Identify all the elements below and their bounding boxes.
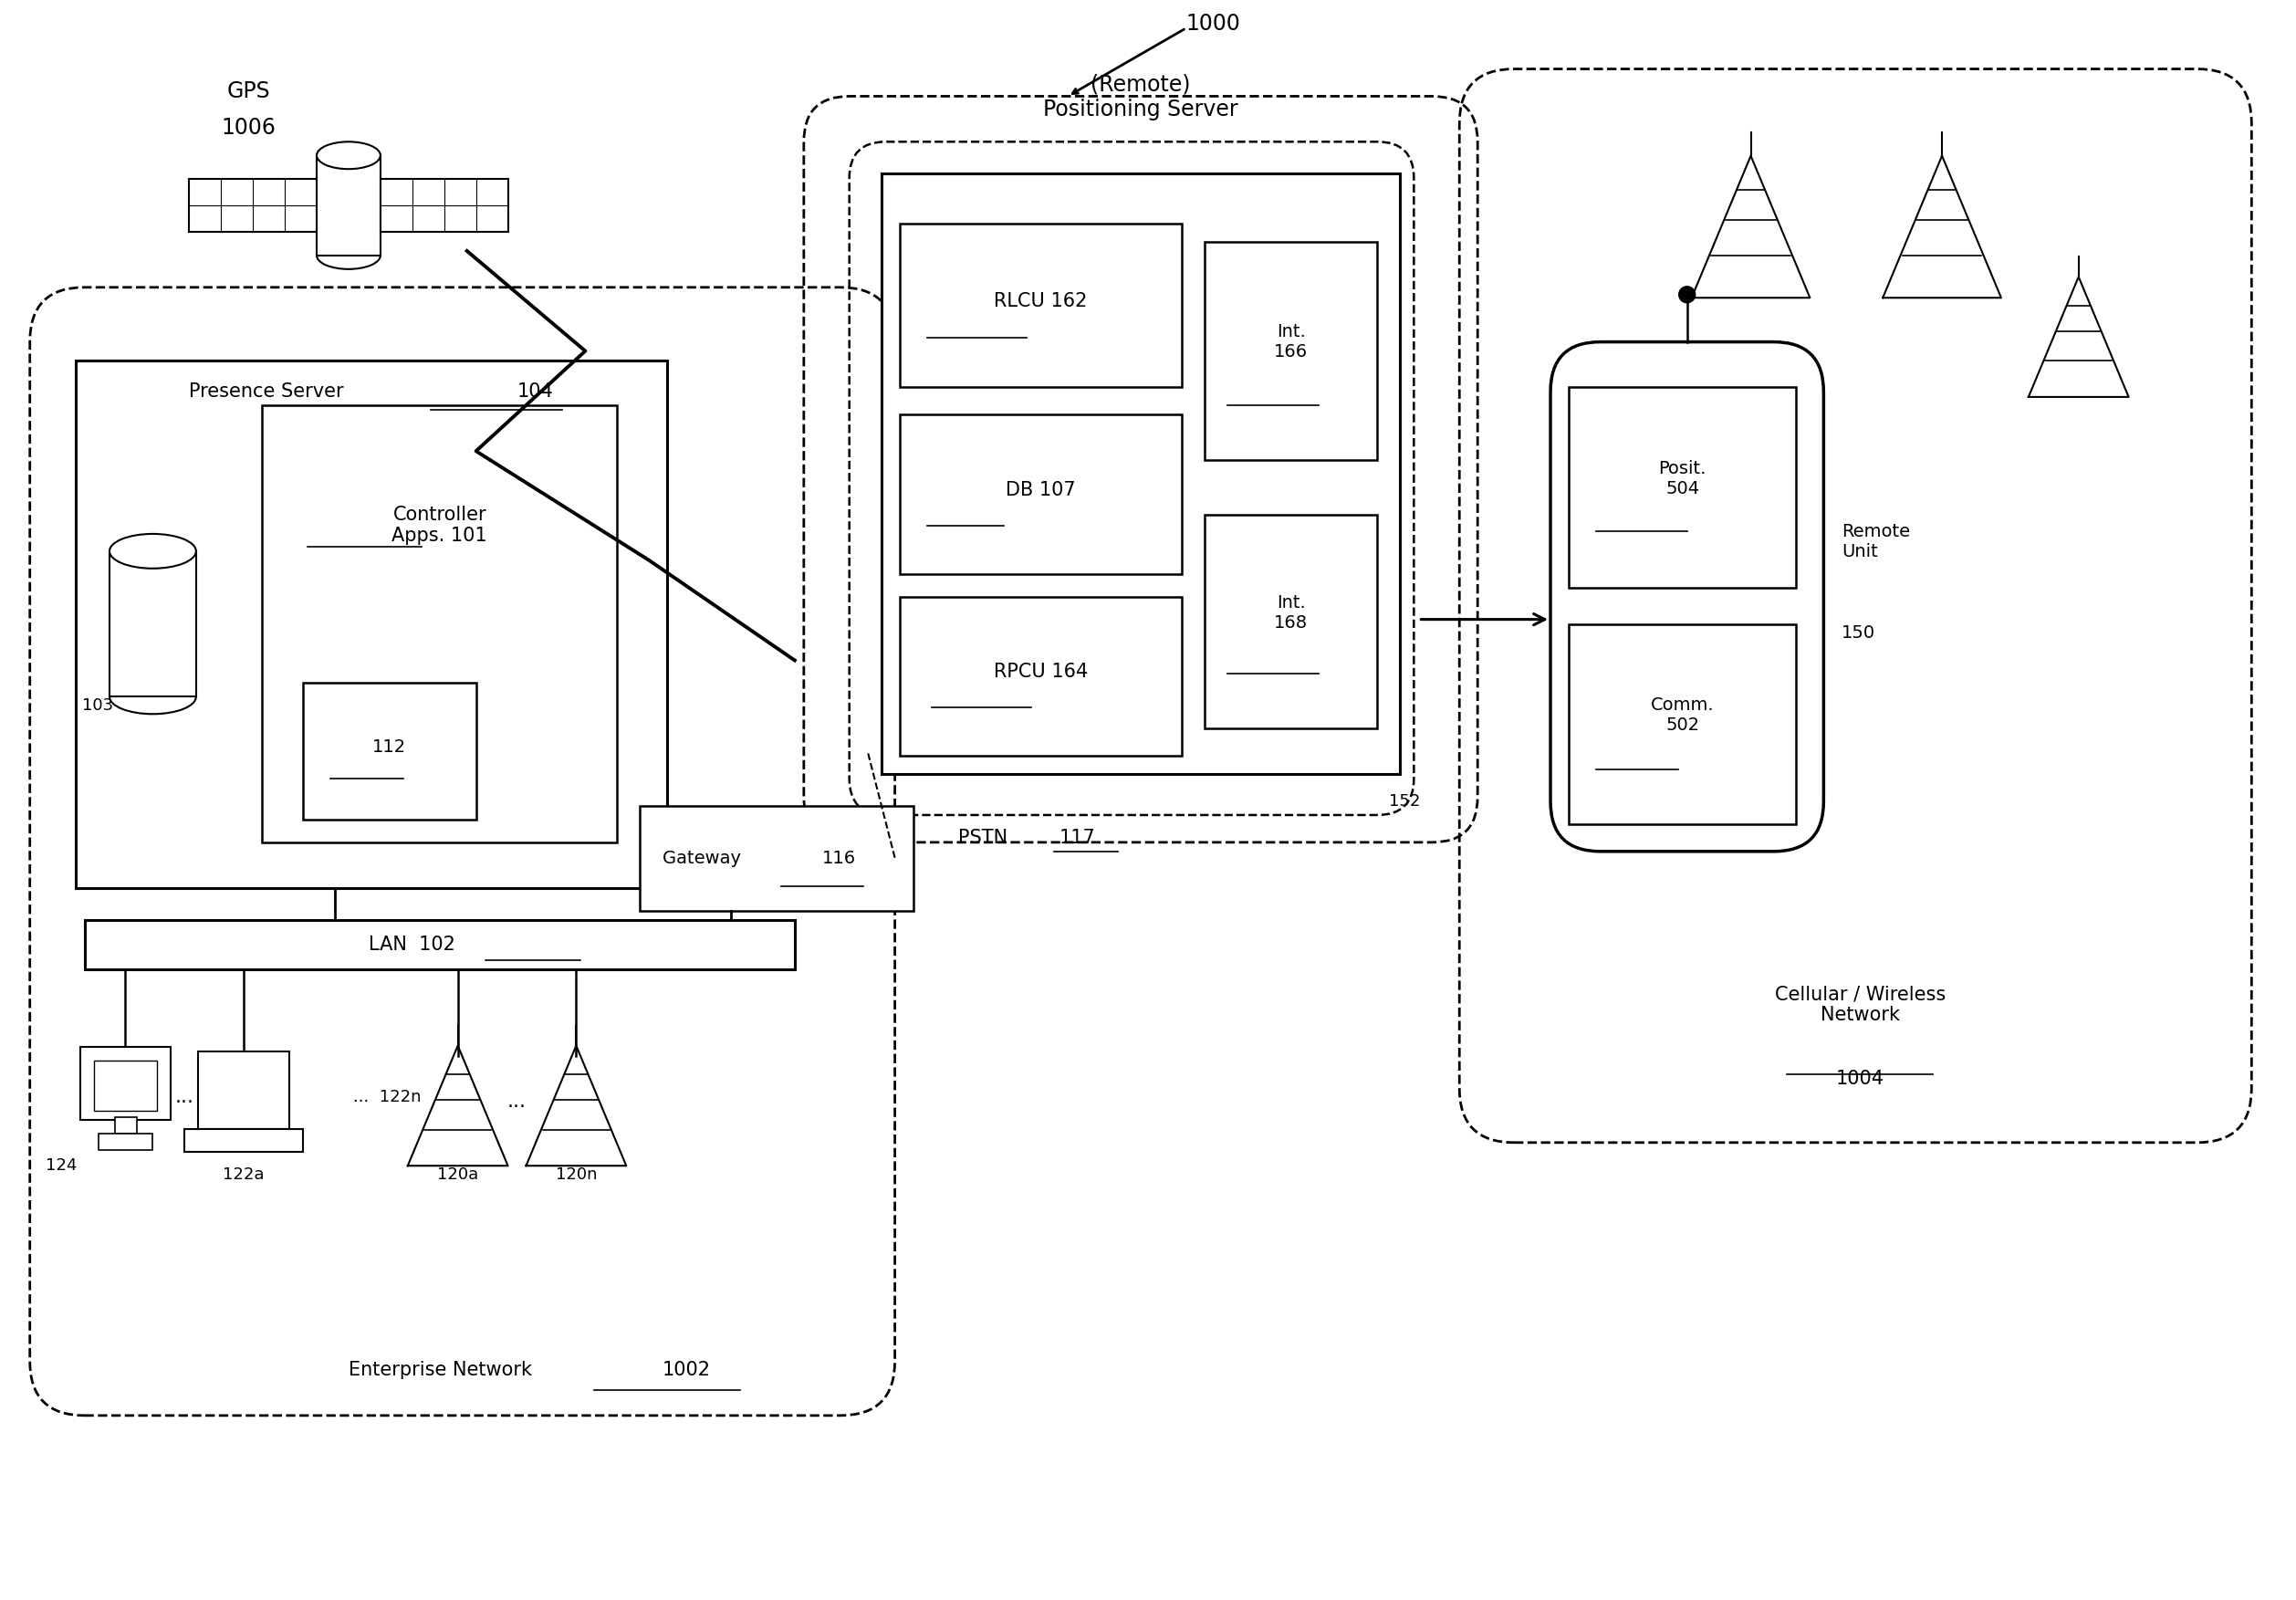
Text: Controller
Apps. 101: Controller Apps. 101 xyxy=(393,506,487,546)
Text: Comm.
502: Comm. 502 xyxy=(1651,696,1715,734)
Bar xyxy=(99,1133,154,1150)
Text: 120a: 120a xyxy=(436,1166,478,1182)
Text: 124: 124 xyxy=(46,1157,78,1173)
Text: 152: 152 xyxy=(1389,794,1421,810)
Text: Posit.
504: Posit. 504 xyxy=(1658,459,1706,498)
Bar xyxy=(110,550,195,696)
Bar xyxy=(641,806,914,910)
Text: 1002: 1002 xyxy=(664,1362,712,1379)
Text: 103: 103 xyxy=(83,698,115,714)
Text: PSTN: PSTN xyxy=(960,829,1015,846)
Bar xyxy=(94,1061,158,1110)
Bar xyxy=(882,173,1401,774)
Bar xyxy=(262,405,618,842)
Ellipse shape xyxy=(317,142,381,170)
Bar xyxy=(900,224,1182,387)
Text: LAN  102: LAN 102 xyxy=(370,936,455,954)
Bar xyxy=(1205,242,1378,461)
Bar xyxy=(1568,387,1795,587)
Text: ...: ... xyxy=(174,1088,195,1106)
Text: Int.
166: Int. 166 xyxy=(1274,323,1309,360)
Text: Remote
Unit: Remote Unit xyxy=(1841,523,1910,560)
Bar xyxy=(76,360,668,888)
Text: Cellular / Wireless
Network: Cellular / Wireless Network xyxy=(1775,986,1945,1024)
Bar xyxy=(900,414,1182,574)
FancyBboxPatch shape xyxy=(1550,342,1823,851)
Bar xyxy=(188,179,317,232)
Text: DB 107: DB 107 xyxy=(1006,480,1075,499)
Text: Int.
168: Int. 168 xyxy=(1274,594,1309,632)
Text: 104: 104 xyxy=(517,382,553,402)
Text: ...: ... xyxy=(507,1093,526,1110)
Text: 1000: 1000 xyxy=(1187,13,1240,35)
Bar xyxy=(80,1046,170,1120)
Text: 122a: 122a xyxy=(223,1166,264,1182)
Bar xyxy=(197,1051,289,1130)
Text: 117: 117 xyxy=(1058,829,1095,846)
Text: Presence Server: Presence Server xyxy=(188,382,356,402)
Text: 112: 112 xyxy=(372,738,406,755)
Bar xyxy=(184,1130,303,1152)
Bar xyxy=(303,683,475,819)
Text: 116: 116 xyxy=(822,850,856,867)
Text: (Remote)
Positioning Server: (Remote) Positioning Server xyxy=(1042,74,1238,120)
Bar xyxy=(115,1117,138,1133)
Bar xyxy=(1568,624,1795,824)
Text: GPS: GPS xyxy=(227,80,271,102)
Bar xyxy=(317,155,381,256)
Bar xyxy=(900,597,1182,755)
Text: Enterprise Network: Enterprise Network xyxy=(349,1362,544,1379)
Circle shape xyxy=(1678,286,1694,302)
Text: 120n: 120n xyxy=(556,1166,597,1182)
Text: ...  122n: ... 122n xyxy=(354,1090,420,1106)
Text: 1004: 1004 xyxy=(1837,1070,1885,1088)
Ellipse shape xyxy=(110,534,195,568)
Text: 150: 150 xyxy=(1841,624,1876,642)
Text: 1006: 1006 xyxy=(220,117,276,139)
Text: RLCU 162: RLCU 162 xyxy=(994,291,1088,310)
Bar xyxy=(85,920,794,970)
Text: Gateway: Gateway xyxy=(664,850,753,867)
Bar xyxy=(1205,515,1378,728)
Text: RPCU 164: RPCU 164 xyxy=(994,662,1088,682)
Bar xyxy=(381,179,507,232)
